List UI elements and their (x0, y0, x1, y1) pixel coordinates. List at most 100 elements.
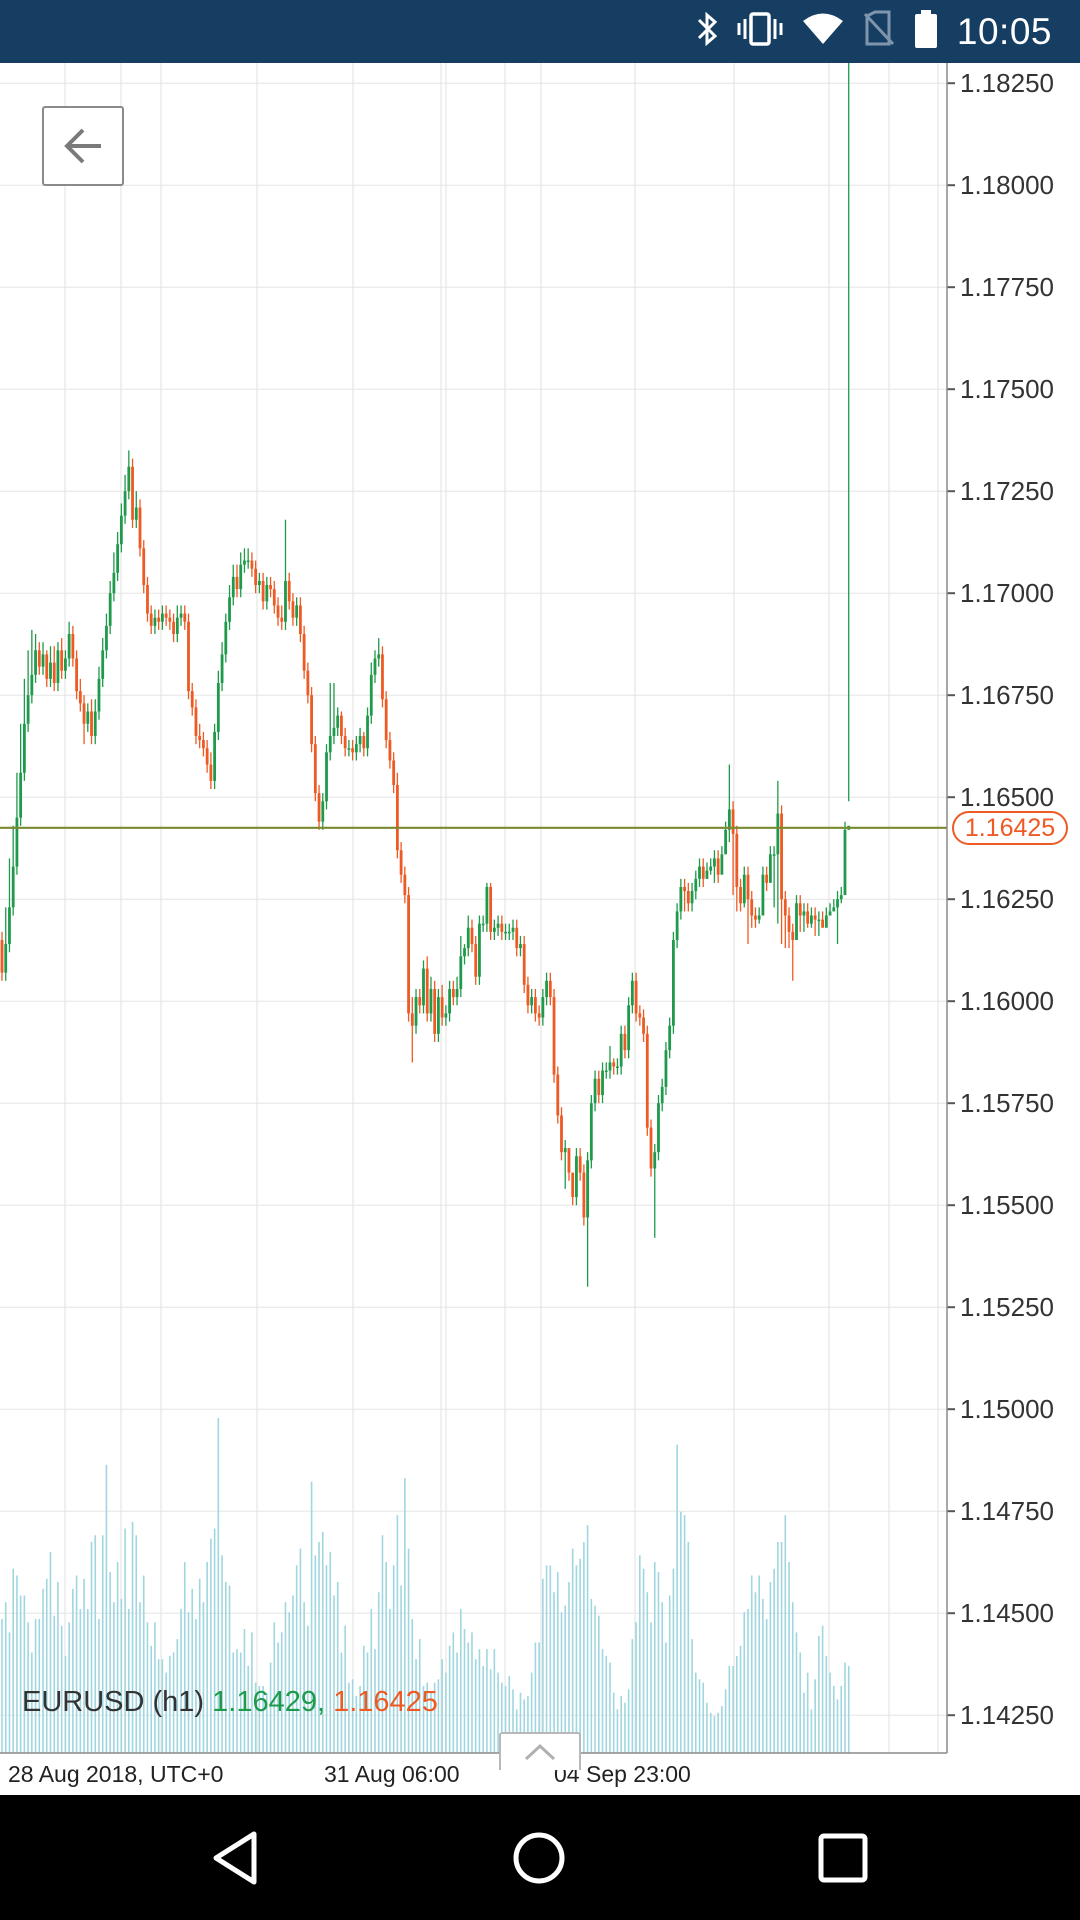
time-axis: 28 Aug 2018, UTC+0 31 Aug 06:00 04 Sep 23:… (0, 1752, 947, 1787)
candle-body (41, 654, 45, 667)
candle-body (347, 748, 351, 750)
candle (470, 919, 474, 953)
candle-body (541, 997, 545, 1018)
candle-body (474, 944, 478, 977)
candle (589, 1095, 593, 1169)
battery-icon (913, 9, 939, 54)
candle-body (187, 621, 190, 692)
candle (727, 764, 731, 843)
candle-body (388, 740, 392, 761)
candle (183, 605, 187, 630)
candle (216, 670, 220, 741)
candle-body (250, 560, 254, 569)
candle-body (560, 1115, 563, 1153)
y-tick-label: 1.17500 (960, 374, 1054, 404)
candle (675, 903, 679, 949)
candle (213, 723, 217, 790)
candle (127, 450, 131, 500)
y-tick-label: 1.16500 (960, 782, 1054, 812)
y-tick-label: 1.15750 (960, 1088, 1054, 1118)
candle (71, 625, 75, 667)
candle-body (720, 854, 724, 875)
candle-body (377, 654, 381, 659)
arrow-left-icon (64, 128, 101, 164)
candle-body (19, 772, 23, 818)
candle-body (287, 580, 291, 602)
candle-body (284, 580, 287, 622)
price-chart[interactable]: 1.18250 1.18000 1.17750 1.17500 1.17250 1.170… (0, 63, 1080, 1795)
candle-body (470, 927, 474, 945)
candle (645, 1025, 649, 1136)
candle (19, 723, 23, 826)
candle (369, 662, 373, 724)
candle-body (429, 988, 433, 1014)
candle (768, 846, 772, 883)
recents-square-icon[interactable] (810, 1825, 876, 1891)
candle (90, 699, 93, 745)
candle-body (806, 911, 810, 924)
candle-body (526, 984, 530, 1006)
candle (582, 1164, 586, 1226)
candle (153, 609, 157, 634)
candle (205, 740, 209, 773)
candle-body (843, 829, 847, 896)
candle (313, 736, 317, 802)
candle (340, 711, 343, 745)
home-circle-icon[interactable] (506, 1825, 572, 1891)
candlesticks (0, 63, 851, 1287)
candle (713, 850, 716, 883)
candle (198, 723, 202, 749)
y-tick-label: 1.17750 (960, 272, 1054, 302)
candle-body (698, 866, 701, 879)
candle-body (548, 980, 552, 998)
candle (239, 552, 243, 598)
candle (119, 503, 123, 553)
candle-body (403, 874, 407, 896)
back-button[interactable] (42, 106, 124, 186)
candle (455, 976, 459, 1006)
candle (616, 1058, 619, 1075)
candle-body (787, 915, 791, 932)
candle-body (724, 829, 728, 855)
bid-price: 1.16429, (212, 1686, 326, 1718)
candle (578, 1148, 582, 1181)
candle (451, 980, 455, 1006)
expand-panel-button[interactable] (499, 1732, 581, 1770)
candle (276, 597, 280, 626)
candle-body (500, 923, 504, 932)
candle (265, 576, 269, 610)
candle (291, 593, 295, 626)
status-bar: 10:05 (0, 0, 1080, 63)
candle-body (414, 997, 418, 1026)
candle-body (384, 699, 388, 741)
candle (52, 646, 56, 692)
candle-body (239, 564, 243, 590)
candle-body (235, 576, 239, 590)
candle-body (381, 654, 384, 700)
candle-body (97, 678, 101, 712)
candle-body (328, 736, 332, 753)
candle-body (71, 634, 75, 659)
candle-body (172, 621, 175, 634)
vibrate-icon (737, 11, 783, 52)
candle (612, 1058, 616, 1075)
back-triangle-icon[interactable] (202, 1825, 268, 1891)
candle-body (15, 817, 19, 867)
candle-body (839, 895, 843, 900)
candle-body (455, 988, 459, 998)
candle (299, 597, 302, 643)
candle (604, 1062, 608, 1079)
candle-body (496, 923, 500, 928)
candle-body (657, 1103, 660, 1153)
candle (34, 634, 37, 683)
candle-body (49, 662, 52, 679)
candle-body (451, 988, 455, 998)
candle-body (153, 617, 157, 626)
candle (724, 821, 728, 855)
candle (783, 891, 787, 949)
candle (563, 1139, 567, 1189)
candle (757, 907, 761, 924)
candle-body (78, 691, 82, 704)
chart-area[interactable]: 1.18250 1.18000 1.17750 1.17500 1.17250 1.170… (0, 63, 1080, 1795)
candle (507, 923, 511, 940)
